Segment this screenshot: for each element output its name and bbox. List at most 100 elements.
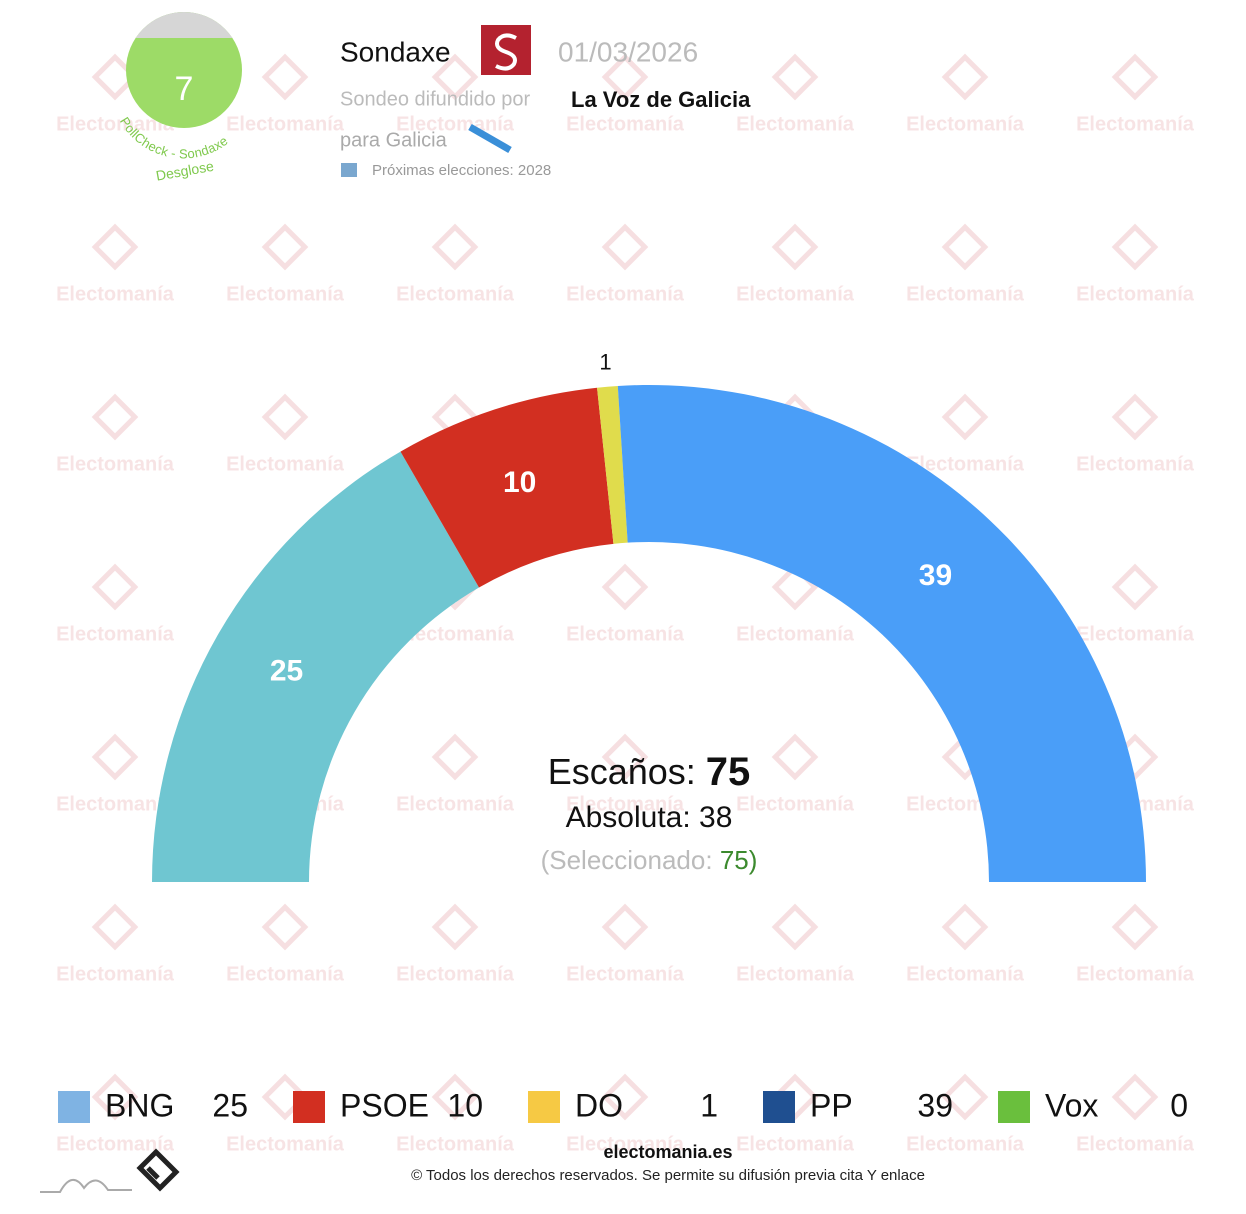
- watermark-icon: [601, 1073, 649, 1121]
- watermark-icon: [261, 53, 309, 101]
- legend: BNG 25 PSOE 10 DO 1 PP 39 Vox 0: [58, 1087, 1188, 1123]
- seats-total: 75: [706, 750, 751, 794]
- legend-value: 0: [1170, 1087, 1188, 1123]
- watermark-text: Electomanía: [396, 113, 515, 135]
- selected-label: (Seleccionado:: [541, 845, 713, 875]
- watermark-icon: [91, 223, 139, 271]
- watermark-icon: [941, 53, 989, 101]
- poll-date: 01/03/2026: [558, 36, 698, 67]
- legend-icon: [528, 1091, 560, 1123]
- watermark-text: Electomanía: [566, 963, 685, 985]
- watermark-icon: [1111, 903, 1159, 951]
- seats-line: Escaños: 75: [548, 750, 751, 794]
- parliament: 25 10 1 39: [152, 350, 1146, 882]
- majority-line: Absoluta: 38: [566, 801, 733, 834]
- footer-logo: [136, 1148, 180, 1192]
- watermark-text: Electomanía: [396, 793, 515, 815]
- watermark-text: Electomanía: [396, 623, 515, 645]
- watermark-text: Electomanía: [566, 1133, 685, 1155]
- watermark-icon: [261, 223, 309, 271]
- pollster: Sondaxe: [340, 36, 451, 67]
- watermark-icon: [431, 53, 479, 101]
- watermark-icon: [1111, 53, 1159, 101]
- watermark-text: Electomanía: [906, 113, 1025, 135]
- region-flag: [468, 123, 512, 154]
- seat-label: 25: [270, 655, 303, 688]
- watermark-text: Electomanía: [736, 113, 855, 135]
- watermark-icon: [1111, 563, 1159, 611]
- legend-value: 1: [700, 1087, 718, 1123]
- majority-label: Absoluta:: [566, 801, 691, 834]
- watermark-text: Electomanía: [736, 963, 855, 985]
- spread-by: La Voz de Galicia: [571, 87, 751, 112]
- watermark-text: Electomanía: [736, 793, 855, 815]
- watermark-icon: [771, 733, 819, 781]
- watermark-text: Electomanía: [226, 1133, 345, 1155]
- seat-label: 10: [503, 466, 536, 499]
- watermark-text: Electomanía: [736, 1133, 855, 1155]
- breakdown-link[interactable]: Desglose: [155, 158, 215, 184]
- seat-label: 1: [599, 350, 611, 375]
- watermark-text: Electomanía: [1076, 453, 1195, 475]
- watermark-icon: [91, 53, 139, 101]
- watermark-text: Electomanía: [56, 623, 175, 645]
- watermark-text: Electomanía: [906, 963, 1025, 985]
- legend-icon: [58, 1091, 90, 1123]
- selected-value: 75: [720, 845, 749, 875]
- watermark-icon: [771, 53, 819, 101]
- watermark-text: Electomanía: [396, 963, 515, 985]
- watermark-icon: [261, 393, 309, 441]
- legend-name: Vox: [1045, 1087, 1098, 1123]
- watermark-icon: [431, 223, 479, 271]
- watermark-text: Electomanía: [56, 283, 175, 305]
- watermark-text: Electomanía: [736, 283, 855, 305]
- watermark-text: Electomanía: [226, 963, 345, 985]
- watermark-icon: [1111, 223, 1159, 271]
- legend-icon: [763, 1091, 795, 1123]
- watermark-text: Electomanía: [906, 453, 1025, 475]
- watermark-text: Electomanía: [736, 623, 855, 645]
- watermark-text: Electomanía: [56, 453, 175, 475]
- watermark-icon: [431, 1073, 479, 1121]
- next-elections: Próximas elecciones: 2028: [372, 162, 551, 179]
- watermark-text: Electomanía: [56, 113, 175, 135]
- seat-arc: [617, 385, 1146, 882]
- seat-label: 39: [919, 559, 952, 592]
- watermark-text: Electomanía: [566, 283, 685, 305]
- legend-icon: [998, 1091, 1030, 1123]
- legend-name: DO: [575, 1087, 623, 1123]
- watermark-text: Electomanía: [226, 283, 345, 305]
- watermark-text: Electomanía: [906, 1133, 1025, 1155]
- legend-name: PSOE: [340, 1087, 429, 1123]
- pollcheck-score: 7: [175, 70, 194, 108]
- watermark-text: Electomanía: [396, 283, 515, 305]
- watermark-icon: [91, 733, 139, 781]
- watermark-icon: [431, 903, 479, 951]
- seats-label: Escaños:: [548, 751, 696, 792]
- watermark-text: Electomanía: [226, 453, 345, 475]
- footer-logo-line: [40, 1179, 132, 1193]
- watermark-icon: [1111, 1073, 1159, 1121]
- watermark-icon: [941, 903, 989, 951]
- watermark-text: Electomanía: [566, 793, 685, 815]
- site: electomania.es: [603, 1142, 732, 1162]
- pollster-logo-mark: [495, 33, 517, 71]
- watermark-icon: [601, 903, 649, 951]
- pollcheck-badge[interactable]: [120, 10, 250, 140]
- watermark-icon: [601, 53, 649, 101]
- watermark-icon: [601, 563, 649, 611]
- watermark-text: Electomanía: [1076, 623, 1195, 645]
- watermark-text: Electomanía: [906, 283, 1025, 305]
- watermark-text: Electomanía: [56, 963, 175, 985]
- watermark-icon: [941, 223, 989, 271]
- watermark-text: Electomanía: [566, 623, 685, 645]
- ballot-icon: [341, 163, 357, 177]
- watermarks: Electomanía Electomanía Electomanía Electom…: [56, 53, 1195, 1155]
- legend-name: BNG: [105, 1087, 174, 1123]
- majority-value: 38: [699, 801, 732, 834]
- seat-arc: [400, 387, 614, 588]
- legend-value: 25: [212, 1087, 248, 1123]
- watermark-icon: [771, 223, 819, 271]
- watermark-icon: [941, 393, 989, 441]
